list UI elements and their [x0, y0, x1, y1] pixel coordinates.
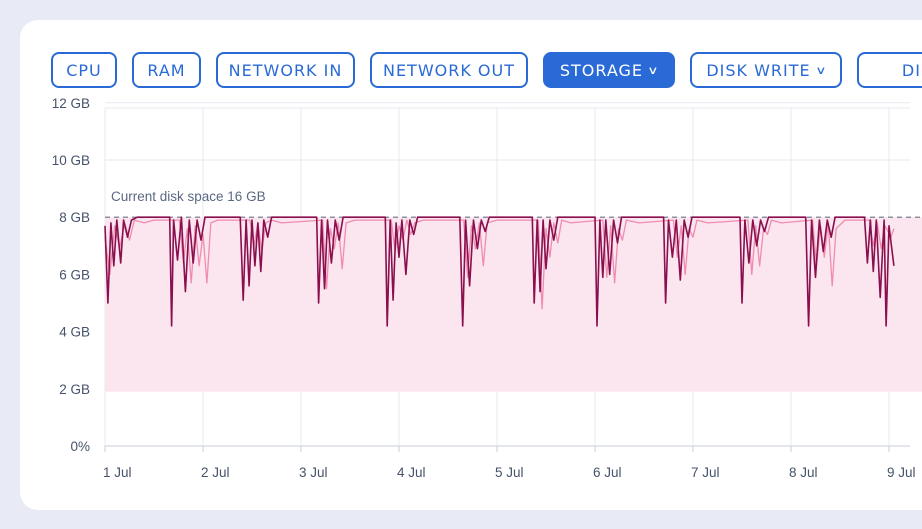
storage-band	[105, 217, 922, 392]
tab-network-in[interactable]: NETWORK IN	[216, 52, 355, 88]
tab-label: RAM	[147, 60, 186, 80]
x-tick-label: 6 Jul	[593, 465, 622, 480]
y-tick-label: 2 GB	[59, 382, 90, 397]
x-tick-label: 3 Jul	[299, 465, 328, 480]
y-tick-label: 10 GB	[52, 153, 90, 168]
tab-label: DISK WRITE	[706, 60, 811, 80]
tab-label: DIS	[901, 60, 922, 80]
chart-card: CPU RAM NETWORK IN NETWORK OUT STORAGE ∨ DISK …	[20, 20, 922, 510]
tab-disk-write[interactable]: DISK WRITE ∨	[690, 52, 842, 88]
tab-label: CPU	[66, 60, 102, 80]
tab-label: NETWORK IN	[228, 60, 343, 80]
y-tick-label: 8 GB	[59, 210, 90, 225]
tab-dis[interactable]: DIS	[857, 52, 922, 88]
tab-cpu[interactable]: CPU	[51, 52, 117, 88]
tab-ram[interactable]: RAM	[132, 52, 201, 88]
y-tick-label: 0%	[70, 439, 90, 454]
y-tick-label: 12 GB	[52, 96, 90, 111]
x-tick-label: 5 Jul	[495, 465, 524, 480]
tab-storage[interactable]: STORAGE ∨	[543, 52, 675, 88]
tab-label: NETWORK OUT	[382, 60, 516, 80]
storage-chart: 0% 2 GB 4 GB 6 GB 8 GB 10 GB 12 GB 1 Jul 2 Jul 3 …	[52, 96, 922, 480]
x-tick-label: 9 Jul	[887, 465, 916, 480]
capacity-annotation: Current disk space 16 GB	[111, 189, 266, 204]
tab-label: STORAGE	[559, 60, 644, 80]
x-tick-label: 7 Jul	[691, 465, 720, 480]
chevron-down-icon: ∨	[814, 63, 828, 77]
x-tick-label: 2 Jul	[201, 465, 230, 480]
x-tick-label: 8 Jul	[789, 465, 818, 480]
tab-network-out[interactable]: NETWORK OUT	[370, 52, 528, 88]
y-tick-label: 6 GB	[59, 267, 90, 282]
x-tick-label: 1 Jul	[103, 465, 132, 480]
chevron-down-icon: ∨	[647, 63, 660, 77]
y-tick-label: 4 GB	[59, 325, 90, 340]
x-tick-label: 4 Jul	[397, 465, 426, 480]
series-line-dark-0	[104, 216, 895, 327]
